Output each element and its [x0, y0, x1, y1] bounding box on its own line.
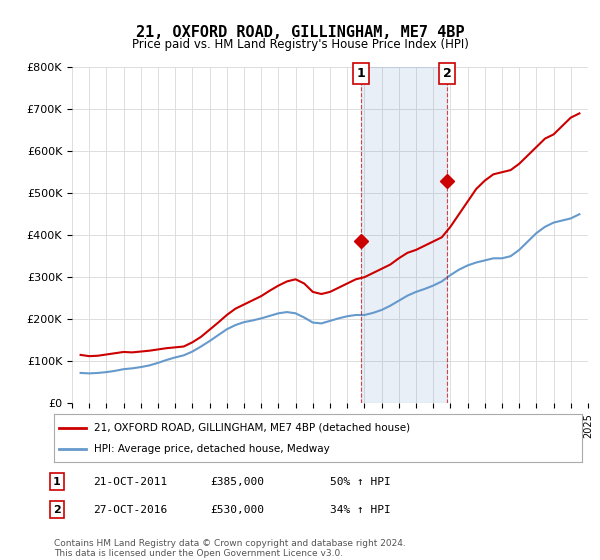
Text: 21, OXFORD ROAD, GILLINGHAM, ME7 4BP (detached house): 21, OXFORD ROAD, GILLINGHAM, ME7 4BP (de… — [94, 423, 410, 433]
Text: Contains HM Land Registry data © Crown copyright and database right 2024.
This d: Contains HM Land Registry data © Crown c… — [54, 539, 406, 558]
Text: 1: 1 — [356, 67, 365, 80]
Text: £530,000: £530,000 — [210, 505, 264, 515]
Text: 1: 1 — [53, 477, 61, 487]
Text: HPI: Average price, detached house, Medway: HPI: Average price, detached house, Medw… — [94, 444, 329, 454]
Text: 2: 2 — [443, 67, 451, 80]
Text: 27-OCT-2016: 27-OCT-2016 — [93, 505, 167, 515]
Text: £385,000: £385,000 — [210, 477, 264, 487]
Text: 2: 2 — [53, 505, 61, 515]
Text: 21, OXFORD ROAD, GILLINGHAM, ME7 4BP: 21, OXFORD ROAD, GILLINGHAM, ME7 4BP — [136, 25, 464, 40]
Text: 21-OCT-2011: 21-OCT-2011 — [93, 477, 167, 487]
Text: Price paid vs. HM Land Registry's House Price Index (HPI): Price paid vs. HM Land Registry's House … — [131, 38, 469, 50]
Text: 50% ↑ HPI: 50% ↑ HPI — [330, 477, 391, 487]
Bar — [361, 67, 447, 403]
Text: 34% ↑ HPI: 34% ↑ HPI — [330, 505, 391, 515]
